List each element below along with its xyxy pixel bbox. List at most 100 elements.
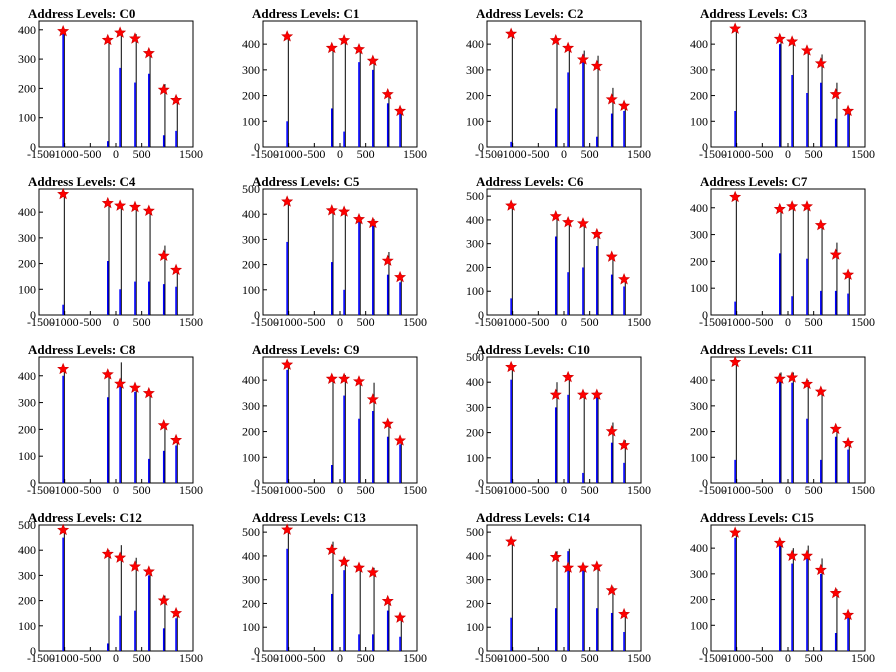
y-tick-label: 0 — [254, 308, 260, 322]
x-tick-label: -1500 — [27, 315, 55, 329]
x-tick-label: -1500 — [699, 651, 727, 665]
chart-title: Address Levels: C3 — [700, 6, 808, 21]
x-tick-label: -1500 — [251, 147, 279, 161]
peak-star-6 — [394, 434, 407, 446]
peak-star-3 — [576, 217, 589, 229]
x-tick-label: 500 — [805, 315, 823, 329]
y-tick-label: 400 — [18, 205, 36, 219]
x-tick-label: 0 — [561, 483, 567, 497]
chart-title: Address Levels: C13 — [252, 510, 366, 525]
x-tick-label: -500 — [751, 147, 773, 161]
peak-star-2 — [786, 549, 799, 561]
x-tick-label: -500 — [303, 147, 325, 161]
x-tick-label: 0 — [113, 315, 119, 329]
chart-title: Address Levels: C11 — [700, 342, 813, 357]
y-tick-label: 0 — [254, 476, 260, 490]
y-tick-label: 200 — [690, 89, 708, 103]
peak-star-0 — [729, 526, 742, 538]
chart-panel-2: Address Levels: C2 0 100 200 300 400 -1500-100… — [466, 6, 651, 161]
peak-star-1 — [325, 204, 338, 216]
x-tick-label: -1500 — [251, 651, 279, 665]
peak-star-2 — [114, 377, 127, 389]
peak-star-6 — [394, 270, 407, 283]
x-tick-label: -1000 — [51, 483, 79, 497]
x-tick-label: 0 — [785, 147, 791, 161]
chart-title: Address Levels: C4 — [28, 174, 136, 189]
plot-frame — [262, 188, 418, 316]
peak-star-4 — [142, 565, 155, 577]
x-tick-label: 1500 — [179, 315, 203, 329]
y-tick-label: 300 — [242, 63, 260, 77]
x-tick-label: 0 — [337, 315, 343, 329]
peak-star-0 — [505, 27, 518, 39]
peak-star-3 — [800, 44, 813, 56]
x-tick-label: -500 — [303, 315, 325, 329]
y-tick-label: 300 — [466, 237, 484, 251]
plot-frame — [38, 356, 194, 484]
peak-star-6 — [394, 611, 407, 623]
peak-star-1 — [101, 368, 114, 380]
peak-star-4 — [814, 563, 827, 576]
peak-star-6 — [618, 607, 631, 620]
x-tick-label: -500 — [79, 315, 101, 329]
x-tick-label: -500 — [303, 651, 325, 665]
chart-panel-9: Address Levels: C9 0 100 200 300 400 -1500-100… — [242, 342, 427, 497]
x-tick-label: -1500 — [699, 315, 727, 329]
peak-star-4 — [142, 46, 155, 59]
y-tick-label: 400 — [466, 213, 484, 227]
x-tick-label: 500 — [133, 315, 151, 329]
x-tick-label: 0 — [785, 315, 791, 329]
x-tick-label: 500 — [805, 483, 823, 497]
peak-star-6 — [842, 268, 855, 280]
x-tick-label: 1500 — [627, 315, 651, 329]
y-tick-label: 300 — [466, 400, 484, 414]
chart-panel-0: Address Levels: C0 0 100 200 300 400 -1500-100… — [18, 6, 203, 161]
x-tick-label: -1000 — [275, 315, 303, 329]
chart-panel-11: Address Levels: C11 0 100 200 300 400 -1500-10… — [690, 342, 875, 497]
y-tick-label: 400 — [466, 37, 484, 51]
y-tick-label: 0 — [478, 140, 484, 154]
y-tick-label: 100 — [18, 619, 36, 633]
peak-star-3 — [576, 53, 589, 65]
peak-star-3 — [800, 549, 813, 561]
peak-star-0 — [729, 190, 742, 203]
y-tick-label: 100 — [242, 450, 260, 464]
x-tick-label: 0 — [561, 651, 567, 665]
peak-star-2 — [338, 205, 351, 217]
x-tick-label: 500 — [133, 147, 151, 161]
x-tick-label: -1000 — [499, 651, 527, 665]
peak-star-4 — [366, 393, 379, 405]
x-tick-label: 1500 — [851, 651, 875, 665]
x-tick-label: 0 — [561, 147, 567, 161]
x-tick-label: 1500 — [179, 483, 203, 497]
x-tick-label: 500 — [357, 315, 375, 329]
peak-star-4 — [366, 566, 379, 578]
peak-star-1 — [325, 41, 338, 54]
peak-star-6 — [170, 433, 183, 446]
peak-star-6 — [618, 438, 631, 451]
peak-star-4 — [590, 560, 603, 572]
x-tick-label: -1000 — [499, 147, 527, 161]
chart-title: Address Levels: C9 — [252, 342, 360, 357]
y-tick-label: 500 — [242, 525, 260, 539]
y-tick-label: 0 — [702, 140, 708, 154]
peak-star-4 — [366, 216, 379, 229]
x-tick-label: 500 — [357, 483, 375, 497]
peak-star-4 — [814, 57, 827, 69]
chart-title: Address Levels: C7 — [700, 174, 808, 189]
y-tick-label: 100 — [18, 449, 36, 463]
peak-star-4 — [142, 386, 155, 399]
y-tick-label: 300 — [242, 399, 260, 413]
x-tick-label: 500 — [133, 483, 151, 497]
x-tick-label: 1500 — [851, 483, 875, 497]
x-tick-label: 0 — [337, 651, 343, 665]
plot-frame — [486, 20, 642, 148]
y-tick-label: 300 — [690, 567, 708, 581]
peak-star-5 — [605, 425, 618, 437]
x-tick-label: -1000 — [51, 147, 79, 161]
y-tick-label: 200 — [466, 426, 484, 440]
x-tick-label: 1500 — [403, 651, 427, 665]
peak-star-3 — [128, 560, 141, 572]
peak-star-5 — [157, 83, 170, 95]
